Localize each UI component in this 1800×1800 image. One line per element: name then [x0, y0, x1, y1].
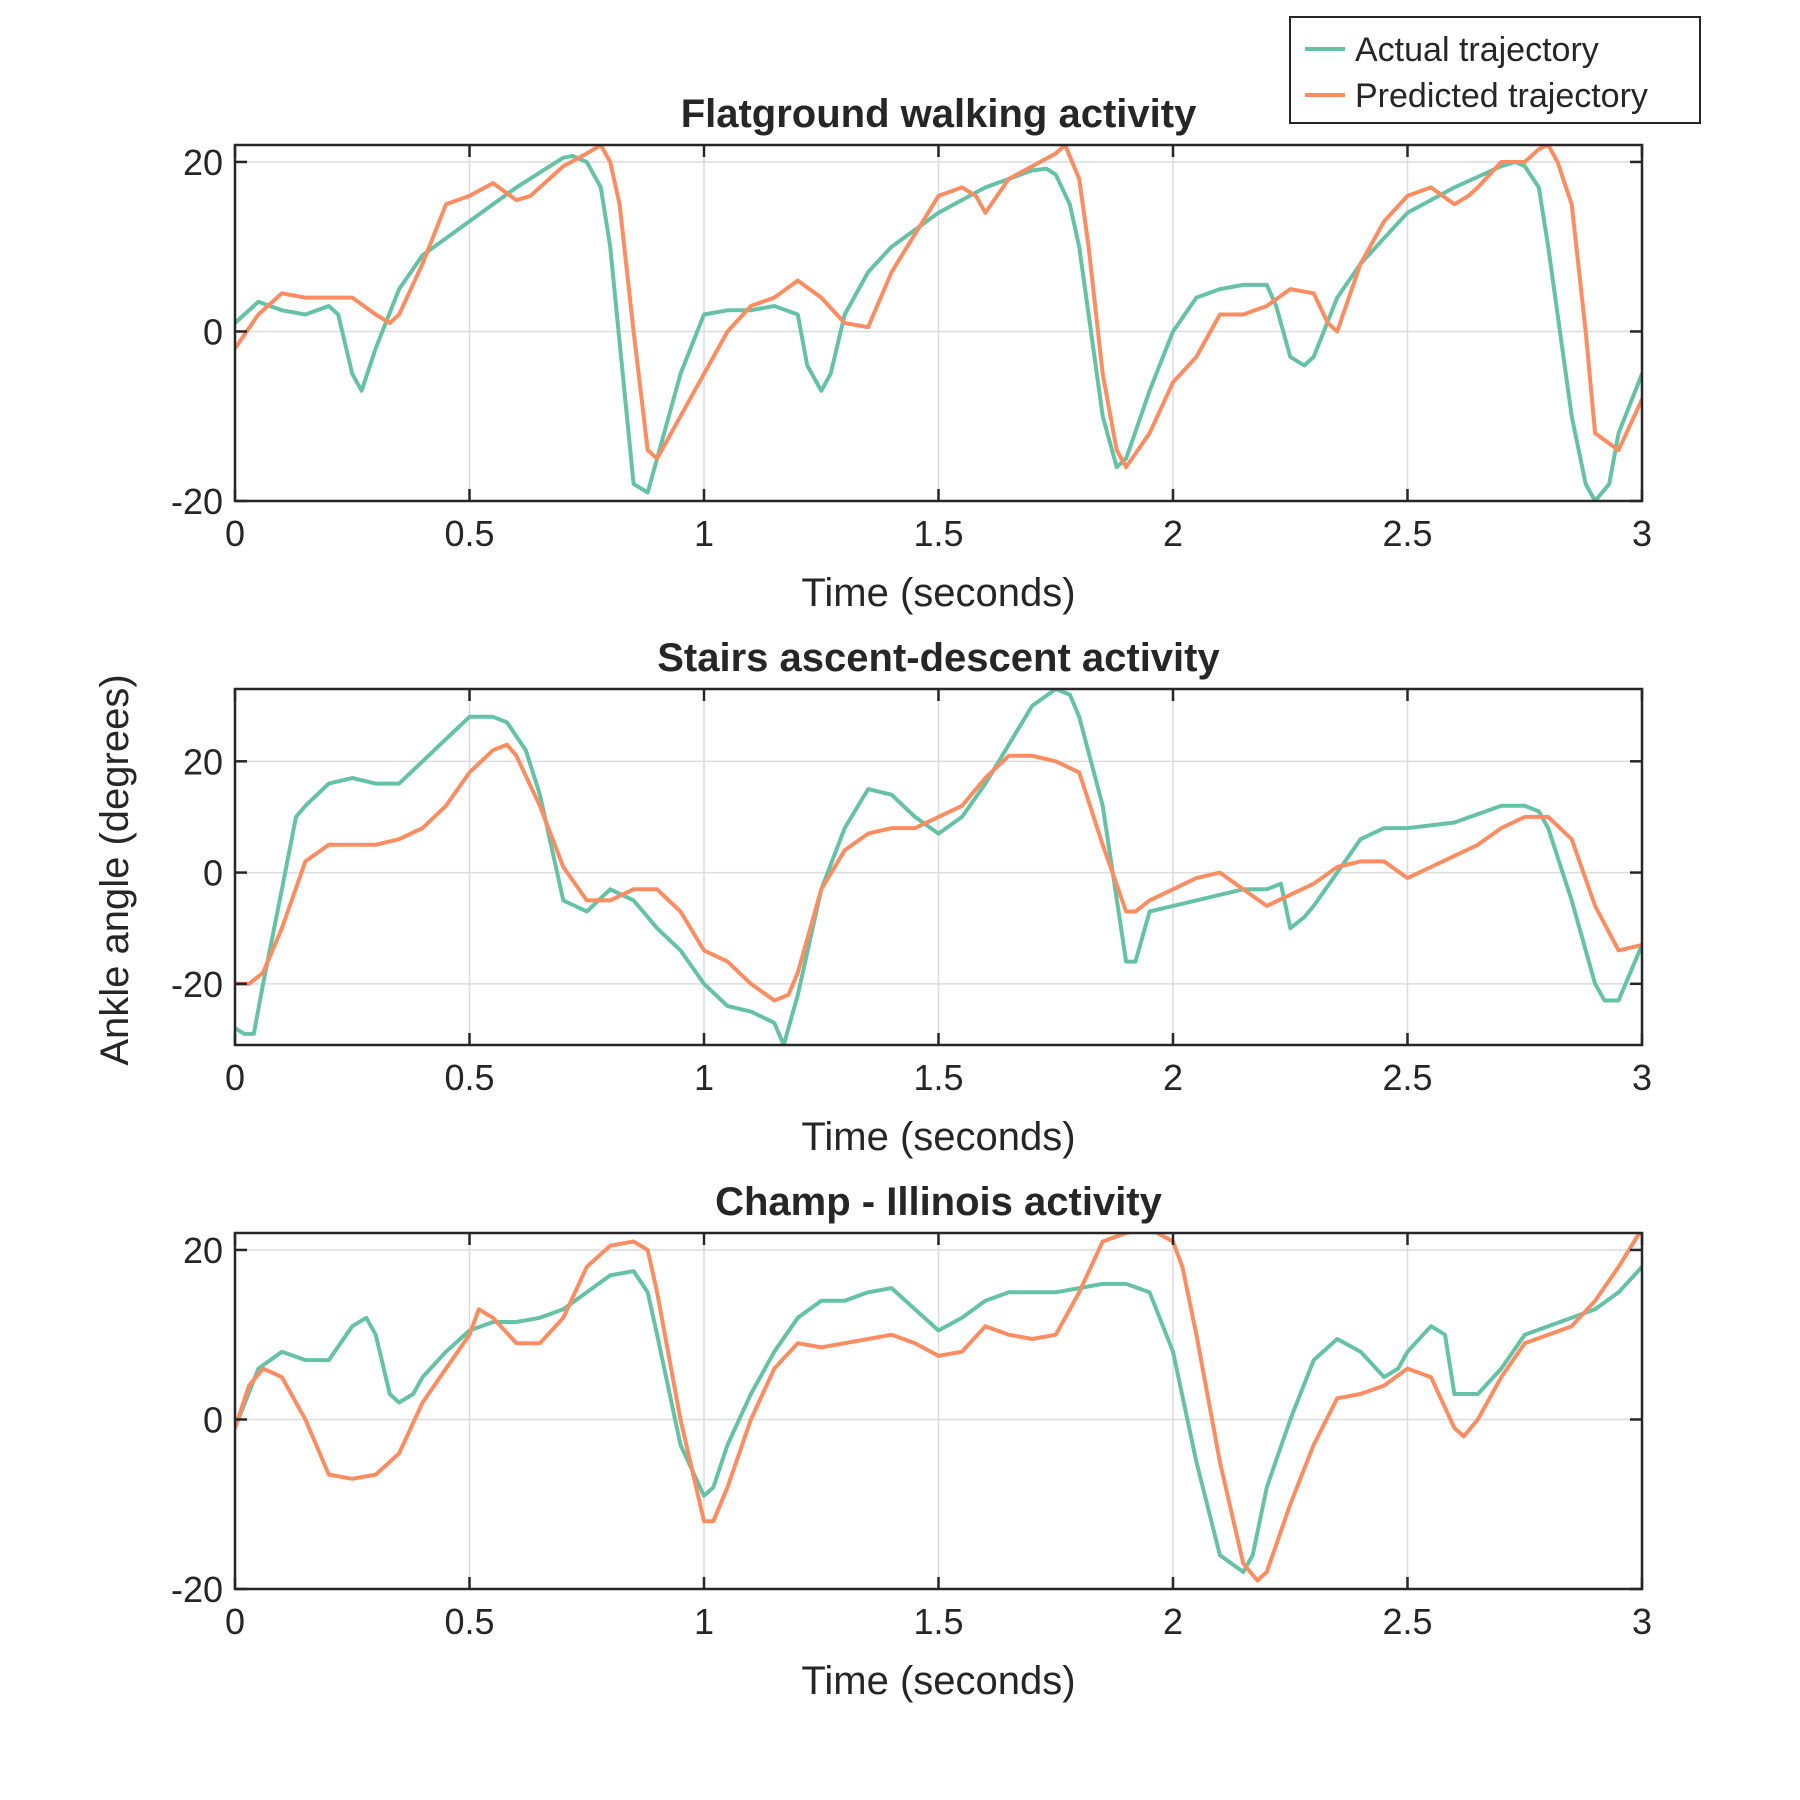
stairs-y-tick-label: 20 — [183, 741, 223, 782]
champ-illinois-series-predicted-line — [235, 1233, 1642, 1583]
champ-illinois-x-tick-label: 0 — [225, 1601, 245, 1642]
flatground-x-tick-label: 1.5 — [913, 513, 963, 554]
figure-y-axis-label: Ankle angle (degrees) — [93, 674, 137, 1065]
flatground-series-actual-line — [235, 154, 1642, 501]
champ-illinois-chart-title: Champ - Illinois activity — [715, 1180, 1163, 1224]
legend-label-predicted: Predicted trajectory — [1355, 77, 1648, 115]
champ-illinois-x-axis-label: Time (seconds) — [801, 1659, 1075, 1703]
champ-illinois-series-actual-line — [235, 1264, 1642, 1574]
flatground-y-tick-label: 20 — [183, 142, 223, 183]
flatground-x-tick-label: 0 — [225, 513, 245, 554]
stairs-x-tick-label: 0 — [225, 1057, 245, 1098]
stairs-y-tick-label: -20 — [171, 964, 223, 1005]
champ-illinois-x-tick-label: 3 — [1632, 1601, 1652, 1642]
stairs-x-tick-label: 2.5 — [1382, 1057, 1432, 1098]
flatground-x-axis-label: Time (seconds) — [801, 571, 1075, 615]
legend-box — [1289, 16, 1701, 124]
stairs-series-actual-line — [235, 689, 1642, 1045]
stairs-x-tick-label: 1 — [694, 1057, 714, 1098]
champ-illinois-x-tick-label: 2.5 — [1382, 1601, 1432, 1642]
stairs-x-tick-label: 2 — [1163, 1057, 1183, 1098]
stairs-series-predicted-line — [235, 742, 1642, 1003]
flatground-chart-title: Flatground walking activity — [681, 92, 1197, 136]
stairs-x-tick-label: 1.5 — [913, 1057, 963, 1098]
panel-stairs: 0 0.5 1 1.5 2 2.5 3 -20 0 20 Stairs ascent-descent… — [171, 636, 1652, 1159]
stairs-x-tick-label: 3 — [1632, 1057, 1652, 1098]
champ-illinois-y-tick-label: 20 — [183, 1230, 223, 1271]
legend-label-actual: Actual trajectory — [1355, 31, 1599, 69]
champ-illinois-y-tick-label: 0 — [203, 1399, 223, 1440]
stairs-chart-title: Stairs ascent-descent activity — [657, 636, 1220, 680]
flatground-y-tick-label: -20 — [171, 481, 223, 522]
flatground-x-tick-label: 0.5 — [444, 513, 494, 554]
champ-illinois-y-tick-label: -20 — [171, 1569, 223, 1610]
champ-illinois-x-tick-label: 2 — [1163, 1601, 1183, 1642]
flatground-x-tick-label: 1 — [694, 513, 714, 554]
champ-illinois-x-tick-label: 1.5 — [913, 1601, 963, 1642]
flatground-x-tick-label: 3 — [1632, 513, 1652, 554]
flatground-y-tick-label: 0 — [203, 311, 223, 352]
flatground-x-tick-label: 2 — [1163, 513, 1183, 554]
legend: Actual trajectory Predicted trajectory — [1289, 16, 1701, 124]
stairs-x-axis-label: Time (seconds) — [801, 1115, 1075, 1159]
flatground-x-tick-label: 2.5 — [1382, 513, 1432, 554]
stairs-x-tick-label: 0.5 — [444, 1057, 494, 1098]
champ-illinois-x-tick-label: 1 — [694, 1601, 714, 1642]
flatground-series-predicted-line — [235, 145, 1642, 470]
stairs-y-tick-label: 0 — [203, 853, 223, 894]
champ-illinois-x-tick-label: 0.5 — [444, 1601, 494, 1642]
